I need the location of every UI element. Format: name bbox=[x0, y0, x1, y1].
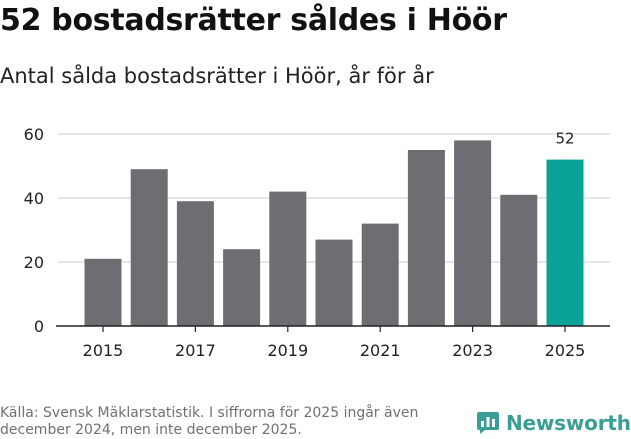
chart-subtitle: Antal sålda bostadsrätter i Höör, år för… bbox=[0, 64, 434, 88]
bar-chart: 0 20 40 60 2015 2017 2019 2021 2023 2025 52 bbox=[24, 125, 610, 360]
bar-2016 bbox=[130, 169, 168, 326]
y-tick-label: 60 bbox=[24, 125, 44, 144]
x-tick-label: 2017 bbox=[175, 341, 216, 360]
bar-2018 bbox=[223, 249, 261, 326]
bar-2019 bbox=[269, 191, 307, 326]
x-tick-label: 2023 bbox=[452, 341, 493, 360]
bar-2017 bbox=[176, 201, 214, 326]
data-label-highlight: 52 bbox=[555, 130, 574, 148]
chart-title: 52 bostadsrätter såldes i Höör bbox=[0, 3, 507, 38]
y-tick-label: 0 bbox=[34, 317, 44, 336]
x-tick-label: 2025 bbox=[545, 341, 586, 360]
y-tick-label: 20 bbox=[24, 253, 44, 272]
newsworthy-chart-icon bbox=[477, 412, 499, 434]
bar-2022 bbox=[407, 150, 445, 326]
bar-2023 bbox=[454, 140, 492, 326]
newsworthy-logo[interactable]: Newsworthy bbox=[476, 408, 631, 438]
bar-2020 bbox=[315, 239, 353, 326]
x-tick-label: 2015 bbox=[83, 341, 124, 360]
source-note: Källa: Svensk Mäklarstatistik. I siffror… bbox=[0, 405, 419, 438]
bar-2025 bbox=[546, 159, 584, 326]
logo-text: Newsworthy bbox=[506, 411, 631, 435]
bar-2024 bbox=[500, 194, 538, 326]
bar-2015 bbox=[84, 258, 122, 326]
bar-2021 bbox=[361, 223, 399, 326]
x-tick-label: 2021 bbox=[360, 341, 401, 360]
x-tick-label: 2019 bbox=[267, 341, 308, 360]
y-tick-label: 40 bbox=[24, 189, 44, 208]
